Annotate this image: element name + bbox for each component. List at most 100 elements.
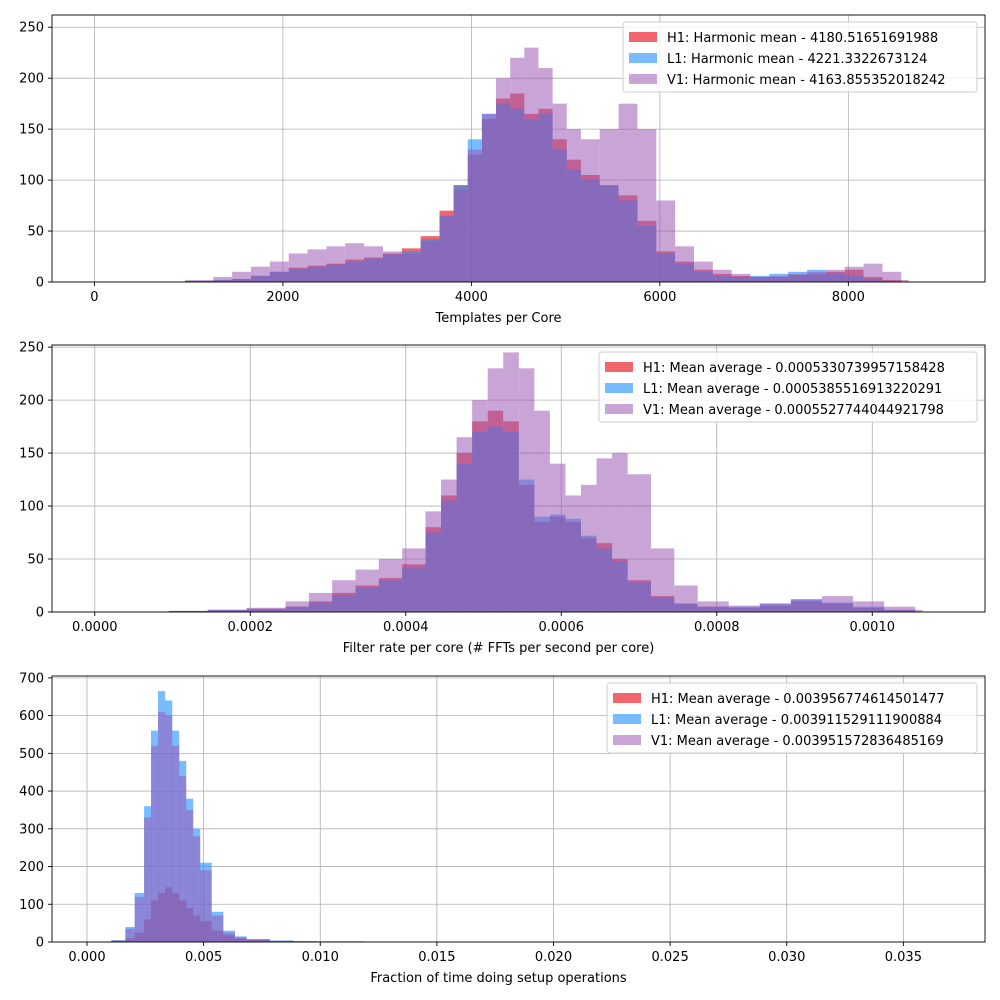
legend-swatch-2 — [605, 383, 633, 393]
bar-s3-26 — [697, 601, 729, 612]
bar-s3-4 — [151, 745, 159, 942]
y-tick-label: 250 — [19, 341, 44, 356]
legend-swatch-1 — [613, 693, 641, 703]
legend-swatch-1 — [629, 32, 657, 42]
bar-s3-25 — [580, 139, 600, 282]
bar-s3-11 — [200, 870, 212, 942]
bar-s3-16 — [453, 190, 468, 282]
series-3 — [168, 352, 923, 612]
y-tick-label: 0 — [36, 606, 44, 621]
bar-s3-14 — [487, 368, 504, 612]
legend-entry-1: H1: Mean average - 0.0005330739957158428 — [643, 361, 945, 376]
bar-s3-15 — [439, 215, 454, 282]
bar-s3-20 — [510, 57, 525, 282]
legend-box — [598, 351, 978, 423]
bar-s3-6 — [269, 261, 289, 282]
bar-s3-9 — [402, 548, 426, 612]
bar-s3-4 — [285, 601, 309, 612]
bar-s3-29 — [790, 599, 823, 612]
bar-s3-5 — [251, 266, 270, 282]
x-tick-label: 0.015 — [418, 950, 455, 965]
bar-s3-17 — [534, 410, 550, 612]
legend-swatch-3 — [605, 404, 633, 414]
bar-s3-35 — [769, 275, 789, 282]
bar-s3-31 — [693, 261, 713, 282]
bar-s3-15 — [246, 939, 270, 942]
x-tick-label: 4000 — [455, 290, 488, 305]
legend-swatch-3 — [613, 735, 641, 745]
x-tick-label: 0.005 — [185, 950, 222, 965]
bar-s3-24 — [566, 129, 581, 282]
y-tick-label: 150 — [19, 447, 44, 462]
y-tick-label: 200 — [19, 860, 44, 875]
bar-s3-38 — [825, 269, 845, 282]
x-tick-label: 0.0004 — [383, 620, 429, 635]
bar-s3-5 — [158, 711, 166, 942]
bar-s3-41 — [882, 271, 902, 282]
y-tick-label: 0 — [36, 936, 44, 951]
y-tick-label: 100 — [19, 174, 44, 189]
bar-s3-21 — [524, 47, 539, 282]
legend-swatch-1 — [605, 362, 633, 372]
legend-entry-1: H1: Harmonic mean - 4180.51651691988 — [667, 31, 938, 46]
legend-swatch-2 — [629, 53, 657, 63]
bar-s3-23 — [627, 474, 651, 612]
x-tick-label: 8000 — [832, 290, 865, 305]
x-tick-label: 0.0006 — [539, 620, 585, 635]
bar-s3-25 — [674, 585, 698, 612]
bar-s3-18 — [481, 113, 497, 283]
bar-s3-32 — [712, 269, 732, 282]
bar-s3-19 — [565, 495, 581, 612]
bar-s3-3 — [144, 817, 152, 942]
y-tick-label: 100 — [19, 500, 44, 515]
bar-s3-24 — [650, 548, 675, 612]
y-tick-label: 50 — [27, 553, 44, 568]
bar-s3-2 — [185, 279, 214, 282]
series-3 — [111, 711, 434, 942]
bar-s3-18 — [549, 463, 566, 612]
bar-s3-9 — [326, 246, 346, 282]
y-tick-label: 500 — [19, 747, 44, 762]
x-tick-label: 2000 — [266, 290, 299, 305]
bar-s3-28 — [759, 603, 791, 612]
x-tick-label: 0.0010 — [850, 620, 896, 635]
x-tick-label: 0.0000 — [72, 620, 118, 635]
bar-s3-11 — [441, 479, 457, 612]
bar-s3-42 — [901, 279, 909, 282]
axes-frame — [51, 344, 986, 613]
legend-entry-1: H1: Mean average - 0.003956774614501477 — [651, 692, 945, 707]
y-tick-label: 0 — [36, 276, 44, 291]
bar-s3-12 — [382, 251, 402, 282]
bar-s3-8 — [307, 249, 327, 282]
bar-s3-3 — [246, 607, 286, 612]
bar-s3-4 — [232, 271, 252, 282]
bar-s3-6 — [332, 580, 356, 612]
y-tick-label: 150 — [19, 123, 44, 138]
bar-s3-33 — [731, 273, 751, 282]
x-tick-label: 0.030 — [768, 950, 805, 965]
x-tick-label: 0 — [90, 290, 98, 305]
bar-s3-26 — [599, 129, 619, 282]
bar-s3-0 — [111, 940, 126, 942]
bar-s3-2 — [207, 609, 247, 612]
legend-swatch-2 — [613, 714, 641, 724]
axes-frame — [51, 675, 986, 943]
x-tick-label: 0.0008 — [694, 620, 740, 635]
bar-s3-29 — [656, 200, 676, 282]
legend: H1: Harmonic mean - 4180.51651691988 L1: … — [622, 21, 978, 93]
legend-entry-2: L1: Harmonic mean - 4221.3322673124 — [667, 52, 927, 67]
y-tick-label: 200 — [19, 394, 44, 409]
bar-s3-22 — [612, 453, 628, 612]
y-tick-label: 200 — [19, 72, 44, 87]
bar-s3-21 — [596, 458, 613, 612]
bar-s3-8 — [378, 559, 403, 612]
bar-s3-7 — [288, 253, 308, 282]
bar-s3-19 — [496, 78, 511, 283]
x-axis-label: Templates per Core — [434, 311, 561, 326]
bar-s3-13 — [401, 253, 421, 282]
bar-s3-13 — [223, 932, 236, 942]
bar-s3-31 — [853, 601, 885, 612]
y-tick-label: 50 — [27, 225, 44, 240]
x-tick-label: 0.025 — [652, 950, 689, 965]
bar-s3-32 — [884, 606, 916, 612]
